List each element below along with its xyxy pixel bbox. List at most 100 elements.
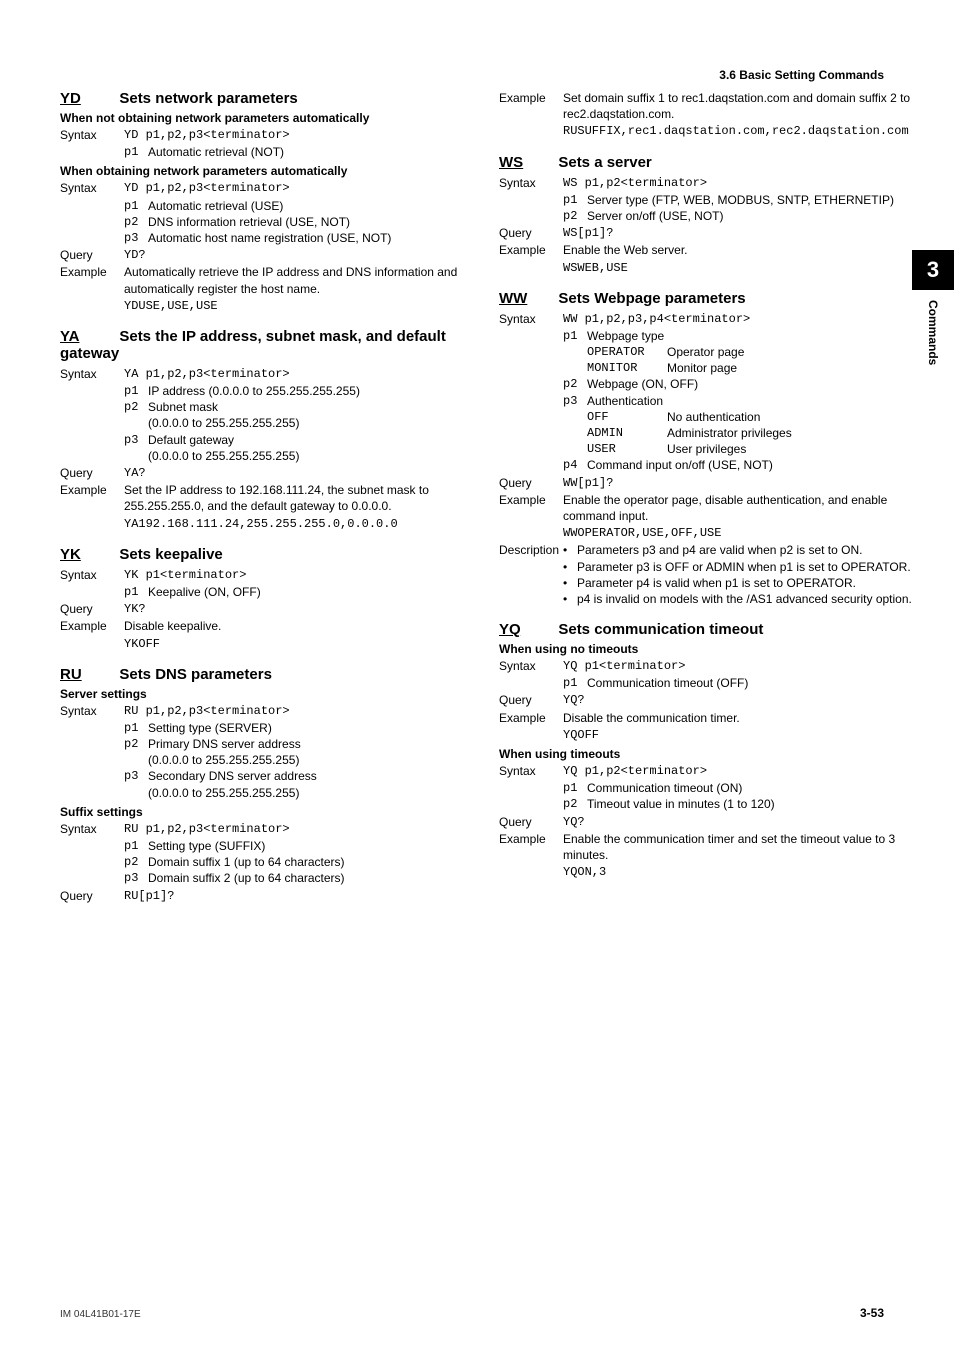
param-desc: Keepalive (ON, OFF) xyxy=(148,584,475,600)
param-num: p1 xyxy=(563,780,587,796)
param-range: (0.0.0.0 to 255.255.255.255) xyxy=(124,415,475,431)
opt-val: User privileges xyxy=(667,441,746,457)
chapter-label: Commands xyxy=(912,290,954,375)
param-num: p2 xyxy=(124,736,148,752)
label: Example xyxy=(60,482,124,514)
example-value: YKOFF xyxy=(124,636,475,652)
syntax: YK p1<terminator> xyxy=(124,567,475,583)
example-value: RUSUFFIX,rec1.daqstation.com,rec2.daqsta… xyxy=(563,123,914,139)
example-desc: Disable the communication timer. xyxy=(563,710,914,726)
label: Query xyxy=(60,601,124,617)
param-num: p3 xyxy=(124,870,148,886)
param-desc: Webpage (ON, OFF) xyxy=(587,376,914,392)
bullet-icon: • xyxy=(563,559,577,575)
bullet-icon: • xyxy=(563,591,577,607)
cmd-title: Sets communication timeout xyxy=(558,621,763,638)
label: Query xyxy=(499,475,563,491)
opt-key: OFF xyxy=(587,409,667,425)
param-desc: Subnet mask xyxy=(148,399,475,415)
label: Syntax xyxy=(60,821,124,837)
param-num: p2 xyxy=(563,796,587,812)
opt-val: Administrator privileges xyxy=(667,425,792,441)
param-num: p1 xyxy=(124,720,148,736)
param-num: p3 xyxy=(124,230,148,246)
label: Example xyxy=(60,264,124,296)
cmd-code: RU xyxy=(60,666,116,683)
query-value: WS[p1]? xyxy=(563,225,914,241)
opt-val: No authentication xyxy=(667,409,760,425)
param-desc: Primary DNS server address xyxy=(148,736,475,752)
label: Query xyxy=(60,465,124,481)
syntax: YA p1,p2,p3<terminator> xyxy=(124,366,475,382)
opt-val: Operator page xyxy=(667,344,744,360)
label: Example xyxy=(499,242,563,258)
param-num: p2 xyxy=(563,208,587,224)
bullet-text: Parameter p4 is valid when p1 is set to … xyxy=(577,575,856,591)
cmd-code: YQ xyxy=(499,621,555,638)
param-num: p4 xyxy=(563,457,587,473)
label: Example xyxy=(499,710,563,726)
query-value: WW[p1]? xyxy=(563,475,914,491)
syntax: YD p1,p2,p3<terminator> xyxy=(124,127,475,143)
label: Example xyxy=(499,492,563,524)
query-value: YQ? xyxy=(563,814,914,830)
cmd-title: Sets the IP address, subnet mask, and de… xyxy=(60,328,446,362)
syntax: YQ p1,p2<terminator> xyxy=(563,763,914,779)
label: Syntax xyxy=(60,366,124,382)
cmd-code: YD xyxy=(60,90,116,107)
param-num: p1 xyxy=(124,584,148,600)
param-desc: Communication timeout (ON) xyxy=(587,780,914,796)
yq-heading: YQ Sets communication timeout xyxy=(499,621,914,638)
label: Syntax xyxy=(60,127,124,143)
example-desc: Enable the Web server. xyxy=(563,242,914,258)
footer-doc-id: IM 04L41B01-17E xyxy=(60,1309,141,1320)
param-num: p1 xyxy=(563,328,587,344)
subhead: When not obtaining network parameters au… xyxy=(60,111,475,125)
label: Syntax xyxy=(60,703,124,719)
param-desc: Webpage type xyxy=(587,328,914,344)
example-value: YQOFF xyxy=(563,727,914,743)
cmd-code: WW xyxy=(499,290,555,307)
param-desc: Command input on/off (USE, NOT) xyxy=(587,457,914,473)
param-num: p2 xyxy=(563,376,587,392)
cmd-code: YK xyxy=(60,546,116,563)
subhead: When obtaining network parameters automa… xyxy=(60,164,475,178)
bullet-text: Parameter p3 is OFF or ADMIN when p1 is … xyxy=(577,559,911,575)
label: Query xyxy=(499,225,563,241)
param-num: p3 xyxy=(124,768,148,784)
param-num: p1 xyxy=(563,192,587,208)
subhead: Suffix settings xyxy=(60,805,475,819)
bullet-icon: • xyxy=(563,542,577,558)
side-tab: 3 Commands xyxy=(912,250,954,400)
cmd-title: Sets network parameters xyxy=(119,90,297,107)
section-header: 3.6 Basic Setting Commands xyxy=(719,68,884,82)
label: Syntax xyxy=(60,567,124,583)
param-num: p1 xyxy=(124,383,148,399)
query-value: YQ? xyxy=(563,692,914,708)
ya-heading: YA Sets the IP address, subnet mask, and… xyxy=(60,328,475,362)
param-desc: Communication timeout (OFF) xyxy=(587,675,914,691)
label: Example xyxy=(499,831,563,863)
opt-key: OPERATOR xyxy=(587,344,667,360)
opt-key: USER xyxy=(587,441,667,457)
example-desc: Enable the communication timer and set t… xyxy=(563,831,914,863)
param-desc: Automatic host name registration (USE, N… xyxy=(148,230,475,246)
param-desc: Secondary DNS server address xyxy=(148,768,475,784)
label: Query xyxy=(60,247,124,263)
cmd-title: Sets keepalive xyxy=(119,546,222,563)
label: Syntax xyxy=(499,763,563,779)
param-desc: Domain suffix 1 (up to 64 characters) xyxy=(148,854,475,870)
syntax: RU p1,p2,p3<terminator> xyxy=(124,821,475,837)
label: Syntax xyxy=(499,658,563,674)
param-range: (0.0.0.0 to 255.255.255.255) xyxy=(124,752,475,768)
ru-heading: RU Sets DNS parameters xyxy=(60,666,475,683)
bullet-text: Parameters p3 and p4 are valid when p2 i… xyxy=(577,542,863,558)
query-value: YA? xyxy=(124,465,475,481)
label: Syntax xyxy=(499,311,563,327)
param-range: (0.0.0.0 to 255.255.255.255) xyxy=(124,448,475,464)
opt-key: ADMIN xyxy=(587,425,667,441)
yk-heading: YK Sets keepalive xyxy=(60,546,475,563)
subhead: Server settings xyxy=(60,687,475,701)
syntax: YQ p1<terminator> xyxy=(563,658,914,674)
query-value: YD? xyxy=(124,247,475,263)
